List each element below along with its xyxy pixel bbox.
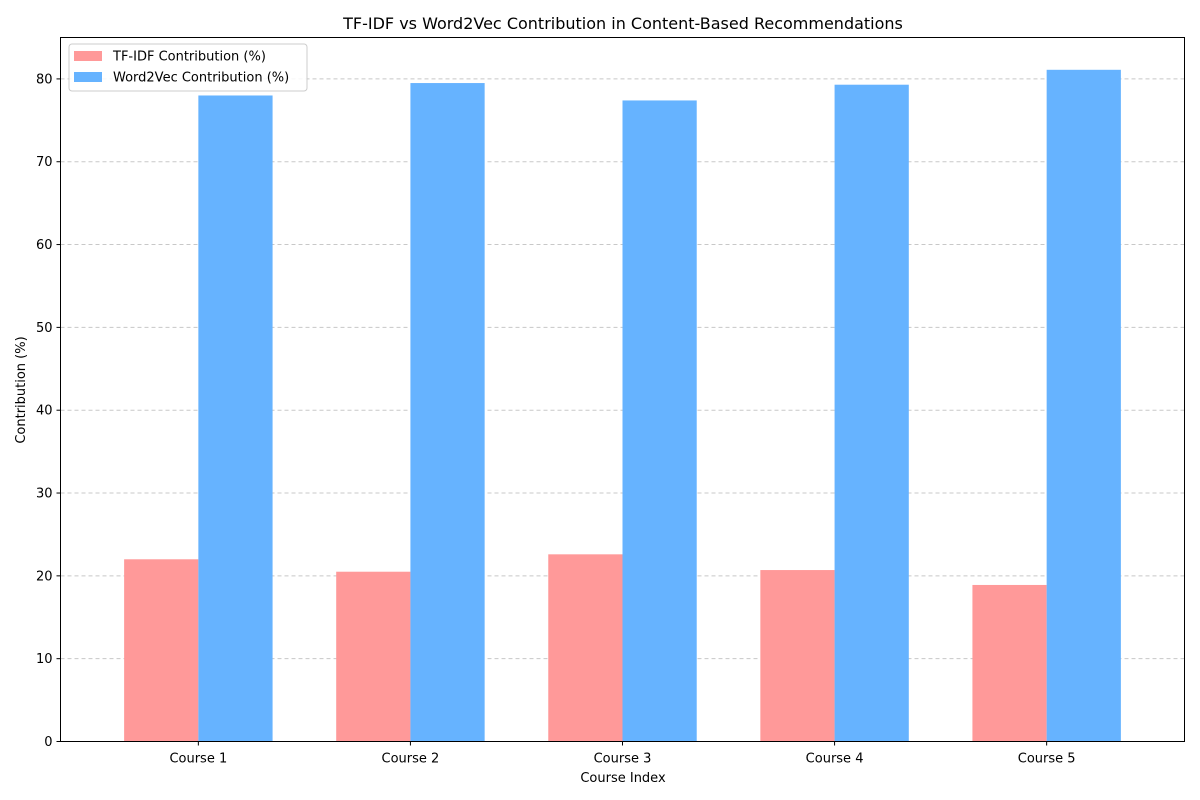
legend-item: TF-IDF Contribution (%) xyxy=(74,50,266,65)
y-tick-label: 0 xyxy=(44,735,52,750)
x-axis: Course 1 Course 2 Course 3 Course 4 Course 5 xyxy=(169,741,1076,767)
legend-item: Word2Vec Contribution (%) xyxy=(74,71,289,86)
y-tick-label: 30 xyxy=(36,487,53,502)
x-tick-label: Course 3 xyxy=(594,752,652,767)
bar xyxy=(124,559,199,742)
legend-label: TF-IDF Contribution (%) xyxy=(112,50,266,65)
x-tick-label: Course 5 xyxy=(1018,752,1076,767)
legend-swatch xyxy=(74,72,102,82)
y-tick-label: 10 xyxy=(36,652,53,667)
bar xyxy=(622,100,697,742)
bar xyxy=(1046,69,1121,742)
legend-swatch xyxy=(74,51,102,61)
legend: TF-IDF Contribution (%) Word2Vec Contribu… xyxy=(68,43,308,92)
bar xyxy=(972,584,1047,742)
y-tick-label: 70 xyxy=(36,155,53,170)
y-axis-label: Contribution (%) xyxy=(14,336,29,443)
series-2 xyxy=(198,69,1121,742)
bar xyxy=(336,571,411,742)
bars xyxy=(124,69,1121,742)
y-tick-label: 50 xyxy=(36,321,53,336)
y-axis: 0 10 20 30 40 50 60 70 80 xyxy=(36,72,61,750)
bar xyxy=(198,95,273,742)
y-tick-label: 80 xyxy=(36,72,53,87)
bar xyxy=(834,84,909,742)
y-tick-label: 20 xyxy=(36,569,53,584)
x-tick-label: Course 1 xyxy=(169,752,227,767)
y-tick-label: 40 xyxy=(36,404,53,419)
x-tick-label: Course 4 xyxy=(806,752,864,767)
x-axis-label: Course Index xyxy=(580,771,666,786)
bar xyxy=(548,554,623,742)
bar xyxy=(760,570,835,742)
chart-title: TF-IDF vs Word2Vec Contribution in Conte… xyxy=(342,14,903,33)
y-tick-label: 60 xyxy=(36,238,53,253)
series-1 xyxy=(124,554,1047,742)
x-tick-label: Course 2 xyxy=(382,752,440,767)
legend-label: Word2Vec Contribution (%) xyxy=(113,71,289,86)
bar xyxy=(410,83,485,742)
legend-box xyxy=(68,43,308,92)
